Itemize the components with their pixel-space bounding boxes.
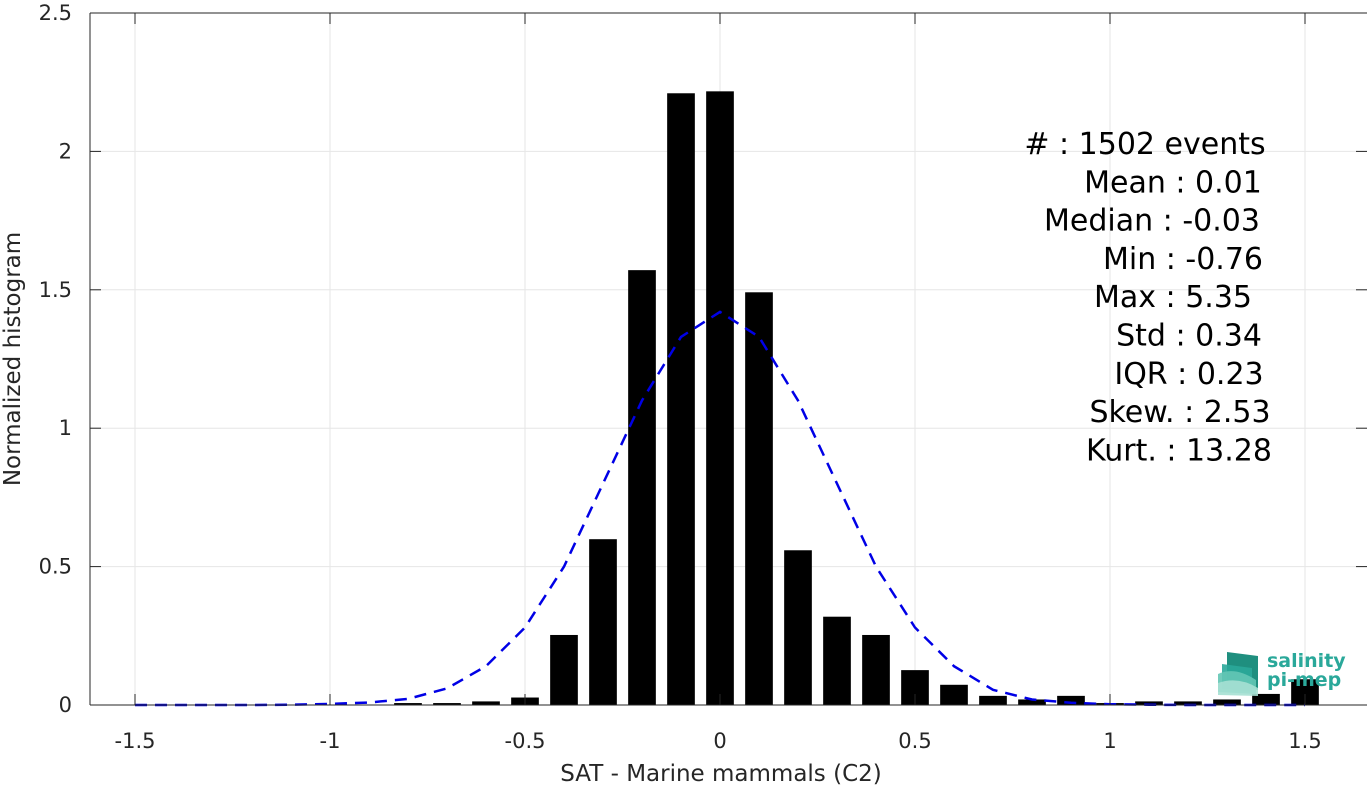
x-tick-labels: -1.5 -1 -0.5 0 0.5 1 1.5 (115, 729, 1322, 753)
y-tick-label: 2 (59, 139, 72, 163)
x-tick-label: -1.5 (115, 729, 156, 753)
logo-text-pi-mep: pi-mep (1267, 669, 1341, 691)
histogram-bar (1213, 699, 1241, 705)
y-tick-label: 0 (59, 693, 72, 717)
stat-line: Min : -0.76 (1103, 242, 1263, 277)
histogram-bar (1174, 701, 1202, 705)
histogram-bar (1057, 695, 1085, 705)
histogram-bar (862, 634, 890, 705)
histogram-bar (706, 91, 734, 705)
histogram-bar (979, 695, 1007, 705)
stat-line: # : 1502 events (1024, 127, 1265, 162)
x-tick-label: 1.5 (1288, 729, 1321, 753)
y-tick-label: 1.5 (39, 278, 72, 302)
histogram-bar (1135, 701, 1163, 705)
y-tick-labels: 0 0.5 1 1.5 2 2.5 (39, 1, 72, 717)
y-tick-label: 0.5 (39, 555, 72, 579)
x-tick-label: -1 (320, 729, 341, 753)
salinity-pi-mep-logo: salinity pi-mep (1218, 650, 1346, 696)
x-axis-label: SAT - Marine mammals (C2) (560, 761, 882, 785)
stat-line: Max : 5.35 (1094, 280, 1252, 315)
histogram-bars (394, 91, 1319, 706)
stat-line: Std : 0.34 (1116, 319, 1262, 354)
histogram-bar (589, 539, 617, 705)
histogram-bar (1018, 699, 1046, 705)
stat-line: IQR : 0.23 (1114, 357, 1263, 392)
y-tick-label: 1 (59, 416, 72, 440)
histogram-bar (745, 292, 773, 705)
axes (89, 12, 1367, 706)
x-tick-label: 0 (713, 729, 726, 753)
histogram-bar (667, 93, 695, 706)
histogram-bar (823, 616, 851, 705)
wave-logo-icon (1218, 652, 1258, 696)
y-tick-label: 2.5 (39, 1, 72, 25)
histogram-bar (394, 703, 422, 705)
x-tick-label: -0.5 (505, 729, 546, 753)
histogram-bar (628, 270, 656, 705)
x-tick-label: 0.5 (898, 729, 931, 753)
histogram-bar (472, 701, 500, 705)
histogram-bar (433, 703, 461, 705)
histogram-bar (940, 684, 968, 705)
x-tick-label: 1 (1103, 729, 1116, 753)
stat-line: Median : -0.03 (1044, 204, 1260, 239)
histogram-bar (550, 634, 578, 705)
y-axis-label: Normalized histogram (0, 232, 26, 486)
stat-line: Mean : 0.01 (1084, 165, 1262, 200)
histogram-bar (784, 550, 812, 705)
stat-line: Kurt. : 13.28 (1086, 433, 1272, 468)
logo-text-salinity: salinity (1267, 650, 1346, 672)
stat-line: Skew. : 2.53 (1089, 395, 1270, 430)
histogram-bar (1252, 693, 1280, 705)
